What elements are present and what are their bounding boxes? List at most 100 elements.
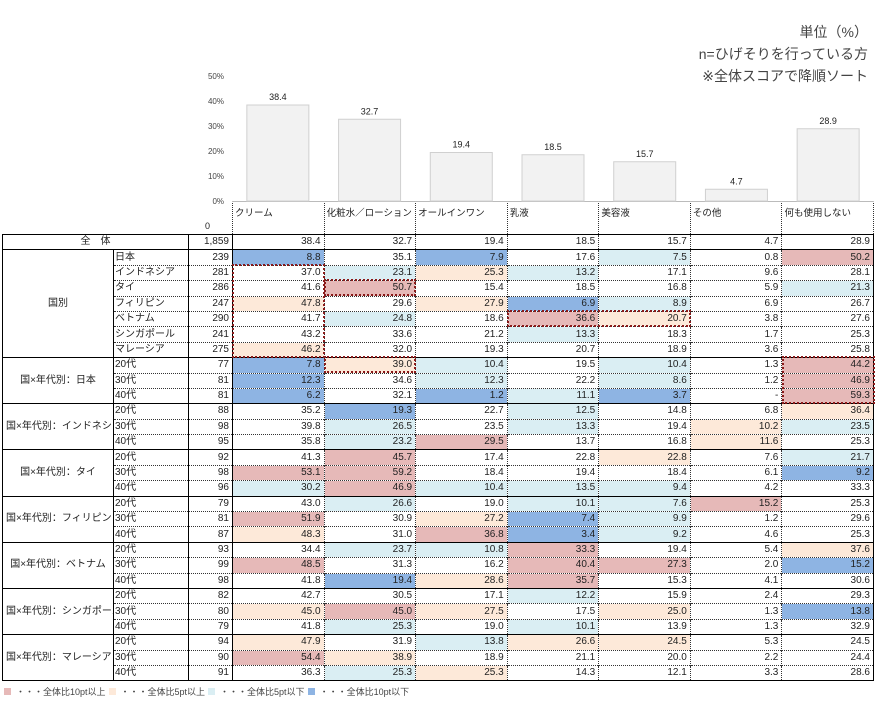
value-cell: 3.3 bbox=[690, 664, 783, 682]
value-cell: 33.3 bbox=[507, 541, 600, 558]
value-cell: 15.4 bbox=[415, 280, 508, 297]
value-cell: 30.2 bbox=[232, 480, 325, 497]
bar bbox=[521, 154, 585, 202]
sample-size: 79 bbox=[188, 495, 233, 512]
value-cell: 18.3 bbox=[598, 326, 691, 343]
table-row: 国×年代別：インドネシア 20代 88 35.2 19.3 22.7 12.5 14.8 6.8… bbox=[2, 403, 874, 451]
value-cell: 17.4 bbox=[415, 449, 508, 466]
table-row: 30代 98 39.8 26.5 23.5 13.3 19.4 10.2 23.5 bbox=[3, 418, 874, 435]
value-cell: 25.3 bbox=[781, 526, 874, 543]
sample-size: 81 bbox=[188, 511, 233, 527]
value-cell: 47.8 bbox=[232, 295, 325, 312]
value-cell: 25.3 bbox=[781, 326, 874, 343]
category-label: 化粧水／ローション bbox=[323, 203, 416, 234]
value-cell: 41.8 bbox=[232, 618, 325, 635]
value-cell: 6.1 bbox=[690, 464, 783, 481]
group-label: 国×年代別：フィリピン bbox=[2, 495, 114, 543]
value-cell: 29.6 bbox=[781, 511, 874, 527]
value-cell: 29.3 bbox=[781, 587, 874, 604]
value-cell: 18.9 bbox=[415, 649, 508, 666]
n-axis-label: 0 bbox=[205, 221, 211, 231]
value-cell: 1.2 bbox=[415, 387, 508, 404]
value-cell: 32.9 bbox=[781, 618, 874, 635]
value-cell: 4.2 bbox=[690, 480, 783, 497]
value-cell: 43.2 bbox=[232, 326, 325, 343]
row-label: 20代 bbox=[113, 403, 189, 420]
value-cell: 34.4 bbox=[232, 541, 325, 558]
value-cell: 30.6 bbox=[781, 572, 874, 589]
value-cell: 12.5 bbox=[507, 403, 600, 420]
value-cell: 36.6 bbox=[507, 310, 600, 327]
value-cell: 1.2 bbox=[690, 372, 783, 389]
value-cell: 17.6 bbox=[507, 249, 600, 266]
value-cell: 9.9 bbox=[598, 511, 691, 527]
table-row: 40代 95 35.8 23.2 29.5 13.7 16.8 11.6 25.3 bbox=[3, 434, 874, 450]
row-label: 40代 bbox=[113, 526, 189, 543]
value-cell: 25.3 bbox=[415, 664, 508, 682]
value-cell: 32.7 bbox=[324, 233, 417, 251]
value-cell: 13.8 bbox=[781, 603, 874, 620]
value-cell: 16.8 bbox=[598, 280, 691, 297]
data-table: 全 体 1,859 38.4 32.7 19.4 18.5 15.7 4.7 28.9 国別 日本 2… bbox=[2, 233, 874, 682]
value-cell: 42.7 bbox=[232, 587, 325, 604]
value-cell: 20.7 bbox=[507, 341, 600, 358]
row-label: 30代 bbox=[113, 511, 189, 527]
value-cell: 34.6 bbox=[324, 372, 417, 389]
table-row: 30代 98 53.1 59.2 18.4 19.4 18.4 6.1 9.2 bbox=[3, 464, 874, 481]
y-tick-label: 10% bbox=[208, 172, 224, 181]
value-cell: 28.6 bbox=[781, 664, 874, 682]
sample-size: 92 bbox=[188, 449, 233, 466]
value-cell: 59.2 bbox=[324, 464, 417, 481]
group-label: 全 体 bbox=[2, 233, 189, 251]
sample-size: 77 bbox=[188, 357, 233, 374]
value-cell: 23.7 bbox=[324, 541, 417, 558]
sample-size: 81 bbox=[188, 372, 233, 389]
data-label: 38.4 bbox=[269, 92, 287, 102]
value-cell: 5.4 bbox=[690, 541, 783, 558]
table-row: 30代 80 45.0 45.0 27.5 17.5 25.0 1.3 13.8 bbox=[3, 603, 874, 620]
table-row: 40代 81 6.2 32.1 1.2 11.1 3.7-59.3 bbox=[3, 387, 874, 404]
value-cell: 24.4 bbox=[781, 649, 874, 666]
value-cell: 4.7 bbox=[690, 233, 783, 251]
value-cell: 1.3 bbox=[690, 603, 783, 620]
bar bbox=[704, 188, 768, 202]
table-row: 40代 79 41.8 25.3 19.0 10.1 13.9 1.3 32.9 bbox=[3, 618, 874, 635]
value-cell: 1.7 bbox=[690, 326, 783, 343]
value-cell: 4.6 bbox=[690, 526, 783, 543]
table-row: 国別 日本 239 8.8 35.1 7.9 17.6 7.5 0.8 50.2 bbox=[2, 249, 874, 359]
value-cell: 23.1 bbox=[324, 264, 417, 281]
value-cell: 8.9 bbox=[598, 295, 691, 312]
value-cell: 7.9 bbox=[415, 249, 508, 266]
value-cell: 15.9 bbox=[598, 587, 691, 604]
value-cell: 29.6 bbox=[324, 295, 417, 312]
sample-size: 1,859 bbox=[188, 233, 233, 251]
row-label: 40代 bbox=[113, 387, 189, 404]
sample-size: 88 bbox=[188, 403, 233, 420]
value-cell: 41.7 bbox=[232, 310, 325, 327]
value-cell: 21.3 bbox=[781, 280, 874, 297]
sample-size: 91 bbox=[188, 664, 233, 682]
table-row: 国×年代別：フィリピン 20代 79 43.0 26.6 19.0 10.1 7.6 15.2 2… bbox=[2, 495, 874, 543]
value-cell: 2.0 bbox=[690, 557, 783, 574]
value-cell: 16.2 bbox=[415, 557, 508, 574]
data-label: 19.4 bbox=[453, 140, 471, 150]
category-label: クリーム bbox=[232, 203, 324, 234]
sample-size: 90 bbox=[188, 649, 233, 666]
row-label: 20代 bbox=[113, 357, 189, 374]
value-cell: 25.0 bbox=[598, 603, 691, 620]
sort-note: ※全体スコアで降順ソート bbox=[702, 68, 868, 84]
category-header: クリーム 化粧水／ローション オールインワン 乳液 美容液 その他 何も使用しない bbox=[232, 203, 875, 234]
value-cell: 14.8 bbox=[598, 403, 691, 420]
value-cell: 45.0 bbox=[324, 603, 417, 620]
value-cell: 25.8 bbox=[781, 341, 874, 358]
legend-label: ・・・全体比5pt以上 bbox=[120, 687, 206, 697]
row-label: 40代 bbox=[113, 572, 189, 589]
value-cell: 20.7 bbox=[598, 310, 691, 327]
value-cell: 15.7 bbox=[598, 233, 691, 251]
value-cell: 10.1 bbox=[507, 495, 600, 512]
table-row: 30代 81 12.3 34.6 12.3 22.2 8.6 1.2 46.9 bbox=[3, 372, 874, 389]
value-cell: 24.5 bbox=[781, 634, 874, 651]
value-cell: 50.2 bbox=[781, 249, 874, 266]
value-cell: 31.9 bbox=[324, 634, 417, 651]
group-label: 国×年代別：日本 bbox=[2, 357, 114, 405]
